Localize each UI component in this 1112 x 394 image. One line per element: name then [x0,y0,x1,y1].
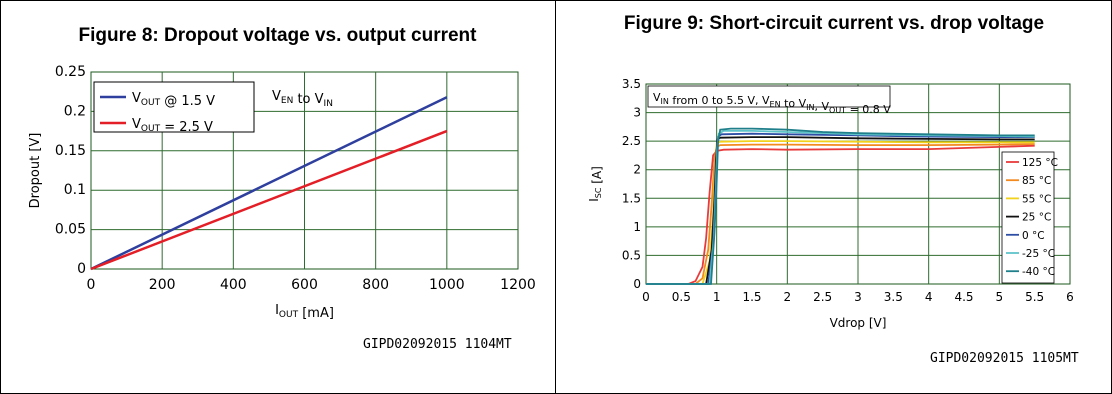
x-tick-label: 800 [362,277,389,293]
y-tick-label: 1 [633,220,641,234]
y-tick-label: 0.5 [622,248,641,262]
series-line-v-out-2-5-v [90,129,448,271]
y-tick-label: 0 [633,277,641,291]
x-tick-label: 3 [854,290,862,304]
y-tick-label: 0 [77,261,86,277]
legend-label: 0 °C [1022,230,1045,242]
legend-label: -40 °C [1022,266,1055,278]
y-axis-label: ISC [A] [587,166,604,202]
y-tick-label: 0.1 [64,182,86,198]
y-tick-label: 3.5 [622,77,641,91]
legend-label: 125 °C [1022,157,1058,169]
legend-label: VOUT @ 1.5 V [132,91,215,109]
y-tick-label: 2.5 [622,134,641,148]
x-tick-label: 400 [220,277,247,293]
figure-8-chart: 0 200 400 600 800 1000 1200 0 0.05 0.1 0.15 0.2 0.25… [28,64,536,321]
x-tick-label: 200 [149,277,176,293]
x-tick-label: 6 [1066,290,1074,304]
x-tick-label: 5.5 [1025,290,1044,304]
y-tick-label: 0.05 [55,222,86,238]
x-tick-label: 0.5 [672,290,691,304]
x-axis-label: IOUT [mA] [275,303,334,321]
figure-8-panel: Figure 8: Dropout voltage vs. output cur… [0,0,555,394]
figure-9-chart: 0 0.5 1 1.5 2 2.5 3 3.5 4 4.5 5 5.5 6 0 0.5 1 1.5 2 2.5 3 3.… [587,77,1074,330]
x-tick-label: 0 [642,290,650,304]
x-tick-label: 3.5 [884,290,903,304]
y-tick-label: 3 [633,106,641,120]
legend-label: 55 °C [1022,193,1051,205]
x-tick-label: 5 [996,290,1004,304]
series-line-v-out-1-5-v [90,96,448,271]
y-tick-label: 0.2 [64,103,86,119]
x-tick-label: 0 [87,277,96,293]
x-tick-label: 1000 [429,277,465,293]
x-tick-label: 1200 [500,277,536,293]
y-tick-label: 0.25 [55,64,86,80]
legend-label: 85 °C [1022,175,1051,187]
y-tick-label: 0.15 [55,143,86,159]
x-axis-label: Vdrop [V] [830,316,887,330]
y-axis-label: Dropout [V] [28,133,43,209]
x-tick-label: 1 [713,290,721,304]
y-tick-label: 2 [633,163,641,177]
legend-label: VOUT = 2.5 V [132,117,213,135]
figure-8-title: Figure 8: Dropout voltage vs. output cur… [78,25,477,46]
legend-label: 25 °C [1022,212,1051,224]
annotation-box [647,85,891,108]
x-tick-label: 2 [784,290,792,304]
x-tick-label: 4.5 [954,290,973,304]
figure-9-title: Figure 9: Short-circuit current vs. drop… [623,13,1045,34]
chart-annotation: VIN from 0 to 5.5 V, VEN to VIN, VOUT = … [653,91,891,116]
x-tick-label: 2.5 [813,290,832,304]
y-tick-label: 1.5 [622,191,641,205]
chart-annotation: VEN to VIN [272,89,333,109]
legend-label: -25 °C [1022,248,1055,260]
figure-9-code: GIPD02092015 1105MT [930,351,1079,366]
x-tick-label: 1.5 [742,290,761,304]
series-line--40-c [646,127,1035,285]
figure-8-code: GIPD02092015 1104MT [363,337,512,352]
panel-divider [555,0,556,394]
figure-9-panel: Figure 9: Short-circuit current vs. drop… [556,0,1112,394]
x-tick-label: 4 [925,290,933,304]
x-tick-label: 600 [291,277,318,293]
